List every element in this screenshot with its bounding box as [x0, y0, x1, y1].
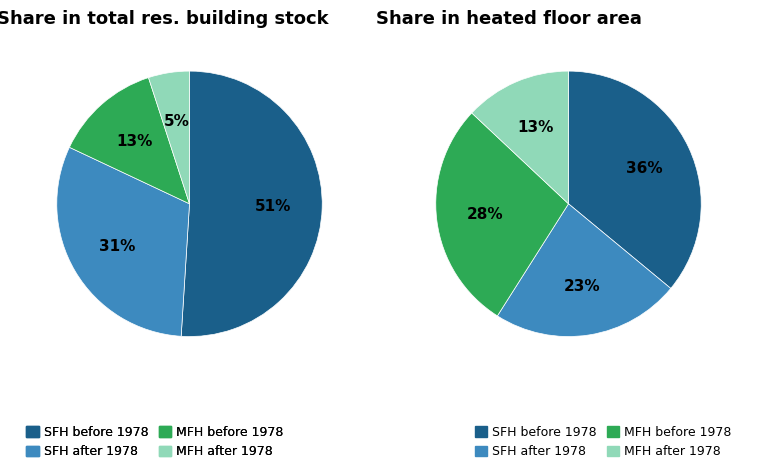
Text: 5%: 5%	[164, 114, 190, 129]
Wedge shape	[497, 204, 671, 337]
Legend: SFH before 1978, SFH after 1978, MFH before 1978, MFH after 1978: SFH before 1978, SFH after 1978, MFH bef…	[470, 421, 737, 463]
Text: 28%: 28%	[467, 207, 504, 222]
Text: 36%: 36%	[626, 161, 662, 176]
Legend: SFH before 1978, SFH after 1978, MFH before 1978, MFH after 1978: SFH before 1978, SFH after 1978, MFH bef…	[21, 421, 288, 463]
Text: 13%: 13%	[116, 134, 152, 149]
Text: 51%: 51%	[255, 199, 291, 214]
Text: 31%: 31%	[99, 239, 136, 254]
Wedge shape	[70, 78, 190, 204]
Wedge shape	[568, 71, 701, 288]
Wedge shape	[149, 71, 190, 204]
Wedge shape	[471, 71, 568, 204]
Text: 13%: 13%	[517, 119, 553, 135]
Text: Share in heated floor area: Share in heated floor area	[376, 10, 642, 28]
Wedge shape	[181, 71, 322, 337]
Wedge shape	[436, 113, 568, 316]
Text: Share in total res. building stock: Share in total res. building stock	[0, 10, 329, 28]
Wedge shape	[57, 147, 190, 336]
Text: 23%: 23%	[563, 279, 600, 294]
